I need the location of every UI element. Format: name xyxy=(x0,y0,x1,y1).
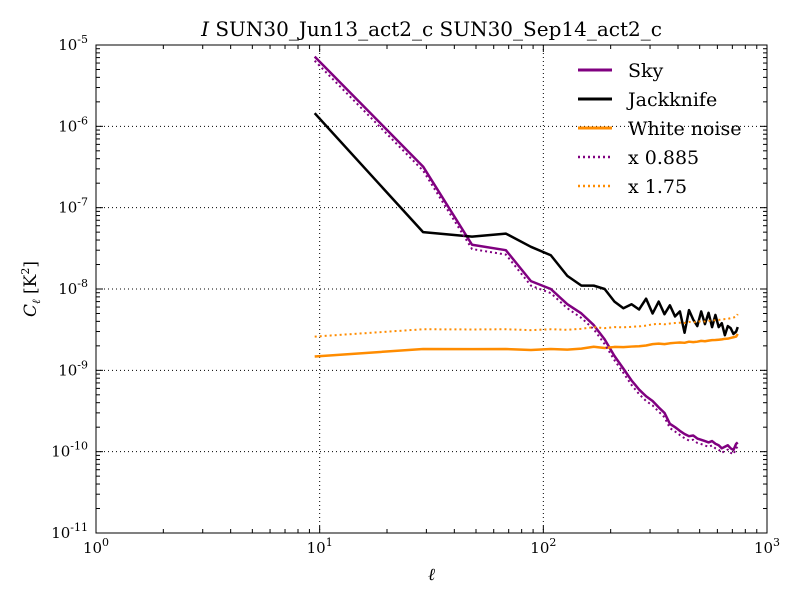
y-label-sup: 2 xyxy=(19,268,32,275)
y-label-close: ] xyxy=(21,261,41,268)
legend-label: Jackknife xyxy=(626,89,717,111)
series-line-jackknife xyxy=(313,112,739,337)
series-line-x-1-75 xyxy=(314,313,739,338)
y-label-sub: ℓ xyxy=(30,299,43,304)
y-label-main: C xyxy=(21,304,41,317)
legend: Sky Jackknife White noise x 0.885 x 1.75 xyxy=(578,60,742,198)
plot-series xyxy=(313,55,739,456)
legend-label: x 1.75 xyxy=(628,176,687,198)
y-tick-label: 10-11 xyxy=(51,521,88,542)
grid-lines xyxy=(96,45,767,533)
x-tick-label: 100 xyxy=(83,536,109,557)
y-tick-label: 10-10 xyxy=(51,440,88,461)
title-italic-part: I xyxy=(200,17,210,41)
y-label-units: [K xyxy=(21,274,41,299)
legend-label: Sky xyxy=(628,60,664,82)
y-tick-label: 10-6 xyxy=(58,114,88,135)
axis-ticks xyxy=(95,44,768,534)
x-axis-label: ℓ xyxy=(428,565,435,585)
y-tick-label: 10-5 xyxy=(58,33,88,54)
chart-title: I SUN30_Jun13_act2_c SUN30_Sep14_act2_c xyxy=(200,17,662,41)
series-line-white-noise xyxy=(314,333,739,358)
y-tick-label: 10-8 xyxy=(58,277,88,298)
title-text-part: SUN30_Jun13_act2_c SUN30_Sep14_act2_c xyxy=(209,17,662,41)
x-tick-label: 103 xyxy=(754,536,780,557)
legend-label: White noise xyxy=(628,118,742,140)
y-axis-label: Cℓ [K2] xyxy=(19,261,43,317)
legend-label: x 0.885 xyxy=(628,147,699,169)
x-tick-label: 101 xyxy=(307,536,333,557)
x-tick-label: 102 xyxy=(530,536,556,557)
series-line-sky xyxy=(313,55,739,452)
tick-labels: 100 101 102 103 10-11 10-10 10-9 10-8 10-7 10-6 10… xyxy=(51,33,780,557)
y-tick-label: 10-7 xyxy=(58,196,88,217)
y-tick-label: 10-9 xyxy=(58,358,88,379)
